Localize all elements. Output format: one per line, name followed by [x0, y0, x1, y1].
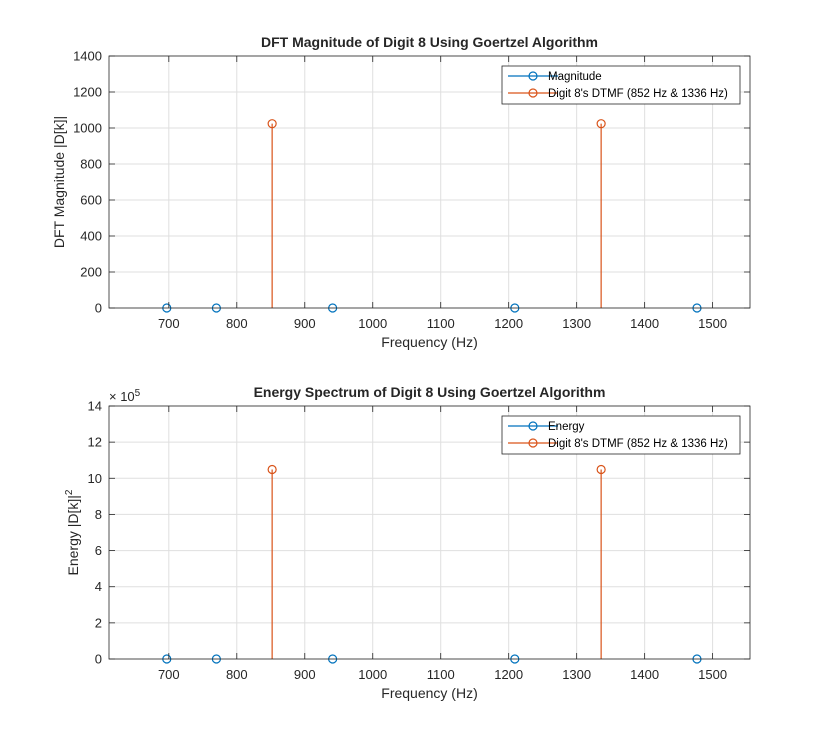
x-tick-label: 1300 — [562, 667, 591, 682]
series-2 — [267, 464, 606, 659]
y-tick-label: 0 — [95, 652, 102, 667]
x-tick-label: 1100 — [427, 667, 455, 682]
y-tick-label: 1400 — [73, 49, 102, 64]
x-tick-label: 1500 — [698, 667, 727, 682]
x-tick-label: 1400 — [630, 667, 659, 682]
y-axis-label: Energy |D[k]|2 — [64, 489, 81, 575]
legend: Energy Digit 8's DTMF (852 Hz & 1336 Hz) — [501, 415, 741, 455]
legend-box — [501, 415, 741, 455]
x-axis-label: Frequency (Hz) — [381, 334, 477, 350]
y-tick-label: 8 — [95, 507, 102, 522]
series-2 — [267, 119, 606, 308]
y-exponent-label: × 105 — [109, 388, 141, 404]
legend-entry-label: Digit 8's DTMF (852 Hz & 1336 Hz) — [548, 438, 728, 450]
legend-marker — [528, 71, 538, 81]
x-tick-label: 700 — [158, 316, 180, 331]
y-tick-label: 1000 — [73, 121, 102, 136]
y-tick-label: 0 — [95, 301, 102, 316]
stem-marker — [267, 464, 277, 475]
stem-marker — [596, 464, 606, 475]
x-tick-label: 900 — [294, 667, 316, 682]
x-tick-label: 900 — [294, 316, 316, 331]
legend: Magnitude Digit 8's DTMF (852 Hz & 1336 H… — [501, 65, 741, 105]
stem-marker — [267, 119, 277, 129]
y-tick-label: 800 — [80, 157, 102, 172]
x-tick-label: 1400 — [630, 316, 659, 331]
legend-marker — [528, 421, 538, 431]
legend-box — [501, 65, 741, 105]
y-tick-label: 600 — [80, 193, 102, 208]
y-exponent-superscript: 5 — [135, 388, 141, 399]
legend-entry-label: Magnitude — [548, 71, 602, 83]
legend-entry-label: Energy — [548, 421, 585, 433]
y-tick-label: 14 — [88, 399, 102, 414]
x-tick-label: 800 — [226, 316, 248, 331]
y-tick-label: 200 — [80, 265, 102, 280]
x-tick-label: 1200 — [494, 667, 523, 682]
y-tick-label: 2 — [95, 615, 102, 630]
x-tick-label: 800 — [226, 667, 248, 682]
x-tick-label: 700 — [158, 667, 180, 682]
axes-box — [108, 55, 751, 309]
x-tick-label: 1100 — [427, 316, 455, 331]
chart-panel-1: 700 800 900 1000 1100 1200 1300 1400 1500 0 200 400… — [51, 34, 751, 350]
chart-title: Energy Spectrum of Digit 8 Using Goertze… — [254, 384, 606, 400]
x-axis-label: Frequency (Hz) — [381, 685, 477, 701]
y-tick-label: 10 — [88, 471, 102, 486]
legend-marker — [528, 88, 538, 98]
chart-title: DFT Magnitude of Digit 8 Using Goertzel … — [261, 34, 598, 50]
chart-panel-2: 700 800 900 1000 1100 1200 1300 1400 1500 0 2 4 6 8 10… — [64, 384, 751, 701]
y-tick-label: 6 — [95, 543, 102, 558]
x-tick-label: 1000 — [358, 667, 387, 682]
x-tick-label: 1200 — [494, 316, 523, 331]
y-axis-label-superscript: 2 — [64, 489, 75, 495]
stem-marker — [596, 119, 606, 129]
y-axis-label: DFT Magnitude |D[k]| — [51, 116, 67, 248]
x-tick-label: 1300 — [562, 316, 591, 331]
axes-box — [108, 405, 751, 660]
x-tick-label: 1000 — [358, 316, 387, 331]
y-tick-label: 12 — [88, 435, 102, 450]
legend-entry-label: Digit 8's DTMF (852 Hz & 1336 Hz) — [548, 88, 728, 100]
y-tick-label: 1200 — [73, 85, 102, 100]
legend-marker — [528, 438, 538, 448]
y-tick-label: 4 — [95, 579, 102, 594]
x-tick-label: 1500 — [698, 316, 727, 331]
y-tick-label: 400 — [80, 229, 102, 244]
